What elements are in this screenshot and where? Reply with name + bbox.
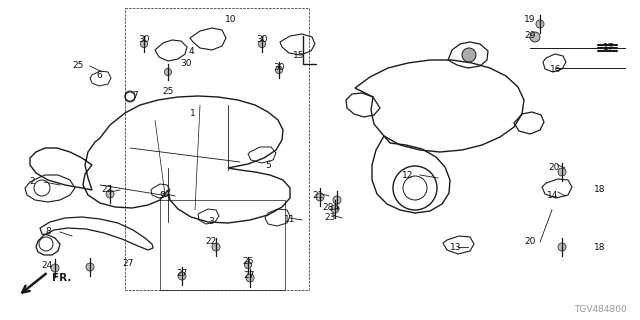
Text: 15: 15 [293,51,305,60]
Text: 29: 29 [524,31,536,41]
Circle shape [212,243,220,251]
Text: 9: 9 [159,191,165,201]
Text: 25: 25 [72,61,84,70]
Text: 30: 30 [138,35,150,44]
Text: 26: 26 [243,257,253,266]
Text: 13: 13 [451,243,461,252]
Text: 27: 27 [176,269,188,278]
Text: 30: 30 [256,35,268,44]
Text: 19: 19 [524,15,536,25]
Circle shape [246,274,254,282]
Circle shape [558,243,566,251]
Text: 1: 1 [190,108,196,117]
Circle shape [86,263,94,271]
Circle shape [164,68,172,76]
Text: 14: 14 [547,191,559,201]
Circle shape [333,196,341,204]
Text: 17: 17 [604,44,615,52]
Text: 20: 20 [548,164,560,172]
Text: 7: 7 [132,92,138,100]
Circle shape [140,40,148,48]
Circle shape [331,205,339,213]
Text: 22: 22 [101,186,113,195]
Text: 18: 18 [595,244,605,252]
Circle shape [244,261,252,268]
Text: TGV484800: TGV484800 [573,306,627,315]
Circle shape [462,48,476,62]
Text: 25: 25 [163,86,173,95]
Circle shape [275,66,283,74]
Text: 30: 30 [180,59,192,68]
Text: 22: 22 [205,236,216,245]
Text: 10: 10 [225,14,237,23]
Circle shape [316,193,324,201]
Text: 20: 20 [524,237,536,246]
Text: 23: 23 [324,213,336,222]
Text: 21: 21 [312,191,324,201]
Circle shape [178,272,186,280]
Circle shape [51,264,59,272]
Text: 24: 24 [42,260,52,269]
Text: 16: 16 [550,66,562,75]
Text: 27: 27 [122,259,134,268]
Text: 5: 5 [265,162,271,171]
Text: 27: 27 [243,271,255,281]
Circle shape [530,32,540,42]
Circle shape [536,20,544,28]
Circle shape [558,168,566,176]
Circle shape [259,40,266,48]
Text: 28: 28 [323,204,333,212]
Text: 2: 2 [29,178,35,187]
Text: 12: 12 [403,171,413,180]
Text: 8: 8 [45,228,51,236]
Text: 11: 11 [284,215,296,225]
Text: 4: 4 [188,46,194,55]
Text: 18: 18 [595,186,605,195]
Text: 30: 30 [273,63,285,73]
Text: 6: 6 [96,70,102,79]
Text: 3: 3 [208,218,214,227]
Text: FR.: FR. [52,273,72,283]
Circle shape [106,190,114,198]
